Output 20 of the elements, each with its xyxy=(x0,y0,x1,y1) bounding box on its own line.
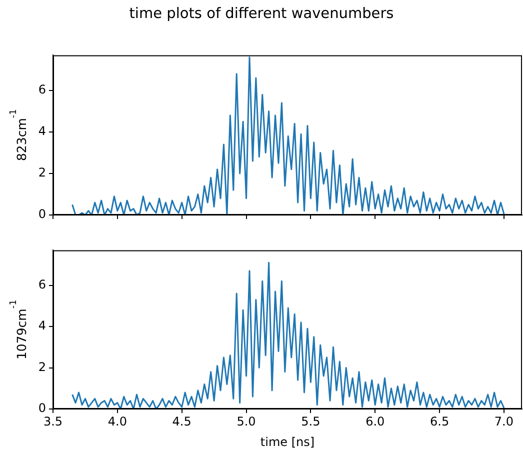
x-tick-label: 7.0 xyxy=(494,414,514,428)
x-axis-title: time [ns] xyxy=(260,434,315,449)
x-tick-label: 6.0 xyxy=(366,414,385,428)
y-axis-title: 1079cm-1 xyxy=(9,300,29,360)
x-tick-label: 4.0 xyxy=(108,414,127,428)
y-tick-label: 6 xyxy=(38,277,46,292)
y-tick-label: 6 xyxy=(38,82,46,97)
chart-title: time plots of different wavenumbers xyxy=(128,6,395,22)
x-tick-label: 4.5 xyxy=(172,414,192,428)
y-axis-title: 823cm-1 xyxy=(9,109,29,162)
y-tick-label: 2 xyxy=(38,166,46,180)
x-tick-label: 6.5 xyxy=(430,414,450,428)
x-tick-label: 5.0 xyxy=(236,414,256,428)
y-tick-label: 0 xyxy=(38,207,46,222)
y-tick-label: 0 xyxy=(38,401,46,416)
x-tick-label: 5.5 xyxy=(301,414,320,428)
y-tick-label: 4 xyxy=(38,318,46,333)
y-tick-label: 2 xyxy=(38,360,46,374)
y-tick-label: 4 xyxy=(38,124,46,138)
x-tick-label: 3.5 xyxy=(43,414,63,428)
